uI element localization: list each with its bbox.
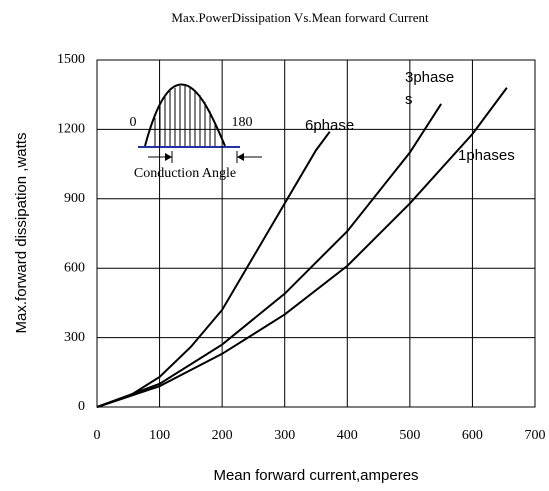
x-tick-label: 600 xyxy=(462,428,483,443)
series-label: 6phase xyxy=(305,117,354,134)
series-line xyxy=(96,103,442,408)
x-tick-label: 500 xyxy=(399,428,420,443)
series-line xyxy=(96,131,331,408)
x-tick-label: 300 xyxy=(274,428,295,443)
x-tick-label: 0 xyxy=(94,428,101,443)
y-axis-label: Max.forward dissipation ,watts xyxy=(13,133,30,334)
y-tick-label: 1500 xyxy=(57,52,85,67)
y-tick-label: 600 xyxy=(64,260,85,275)
y-tick-label: 900 xyxy=(64,191,85,206)
inset xyxy=(138,83,262,163)
arrowhead xyxy=(165,153,172,161)
series-label: 1phases xyxy=(458,147,515,164)
plot-border xyxy=(96,59,536,408)
hatching xyxy=(154,86,216,146)
x-tick-label: 700 xyxy=(525,428,546,443)
chart-title: Max.PowerDissipation Vs.Mean forward Cur… xyxy=(171,10,429,25)
annotation: 0 xyxy=(130,115,137,130)
y-tick-label: 1200 xyxy=(57,122,85,137)
annotation: 180 xyxy=(232,115,253,130)
x-tick-label: 400 xyxy=(337,428,358,443)
x-tick-label: 200 xyxy=(212,428,233,443)
series-label: 3phase s xyxy=(405,69,454,108)
half-wave xyxy=(144,83,226,147)
x-axis-label: Mean forward current,amperes xyxy=(213,467,418,484)
series-line xyxy=(96,87,508,408)
arrowhead xyxy=(237,153,244,161)
y-tick-label: 0 xyxy=(78,399,85,414)
annotation: Conduction Angle xyxy=(134,166,236,181)
x-tick-label: 100 xyxy=(149,428,170,443)
y-tick-label: 300 xyxy=(64,330,85,345)
